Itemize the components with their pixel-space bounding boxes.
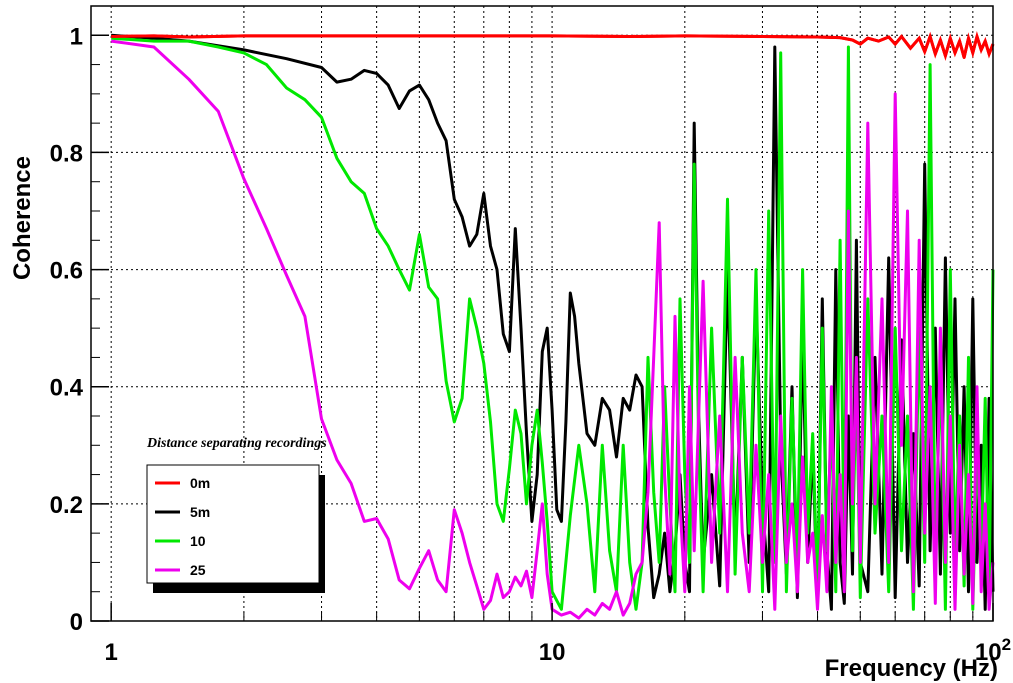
y-tick-label: 0.2 (50, 492, 83, 519)
tick-layer (91, 5, 994, 622)
legend-label-10: 10 (190, 533, 206, 549)
legend-items: 0m 5m 10 25 (155, 475, 210, 578)
y-tick-label: 0 (70, 609, 83, 636)
y-tick-label: 0.8 (50, 140, 83, 167)
legend-box (146, 464, 320, 584)
y-tick-label: 1 (70, 23, 83, 50)
x-tick-label: 1 (104, 639, 117, 666)
tick-label-layer: 1 10 10 2 0 0.2 0.4 0.6 0.8 1 (50, 23, 1011, 666)
legend-label-25: 25 (190, 562, 206, 578)
x-tick-label-exponent: 2 (1002, 635, 1011, 654)
legend: Distance separating recordings 0m 5m 10 25 (146, 436, 327, 593)
y-tick-label: 0.6 (50, 258, 83, 285)
legend-label-5m: 5m (190, 504, 210, 520)
plot-frame (90, 5, 994, 622)
legend-label-0m: 0m (190, 475, 210, 491)
series-line-0m-top (111, 31, 995, 62)
legend-title: Distance separating recordings (146, 436, 327, 451)
x-axis-title: Frequency (Hz) (825, 655, 998, 682)
series-line-25 (110, 39, 995, 620)
x-tick-label: 10 (539, 639, 566, 666)
series-layer (110, 31, 995, 620)
y-tick-label: 0.4 (50, 375, 84, 402)
y-axis-title: Coherence (9, 156, 36, 280)
